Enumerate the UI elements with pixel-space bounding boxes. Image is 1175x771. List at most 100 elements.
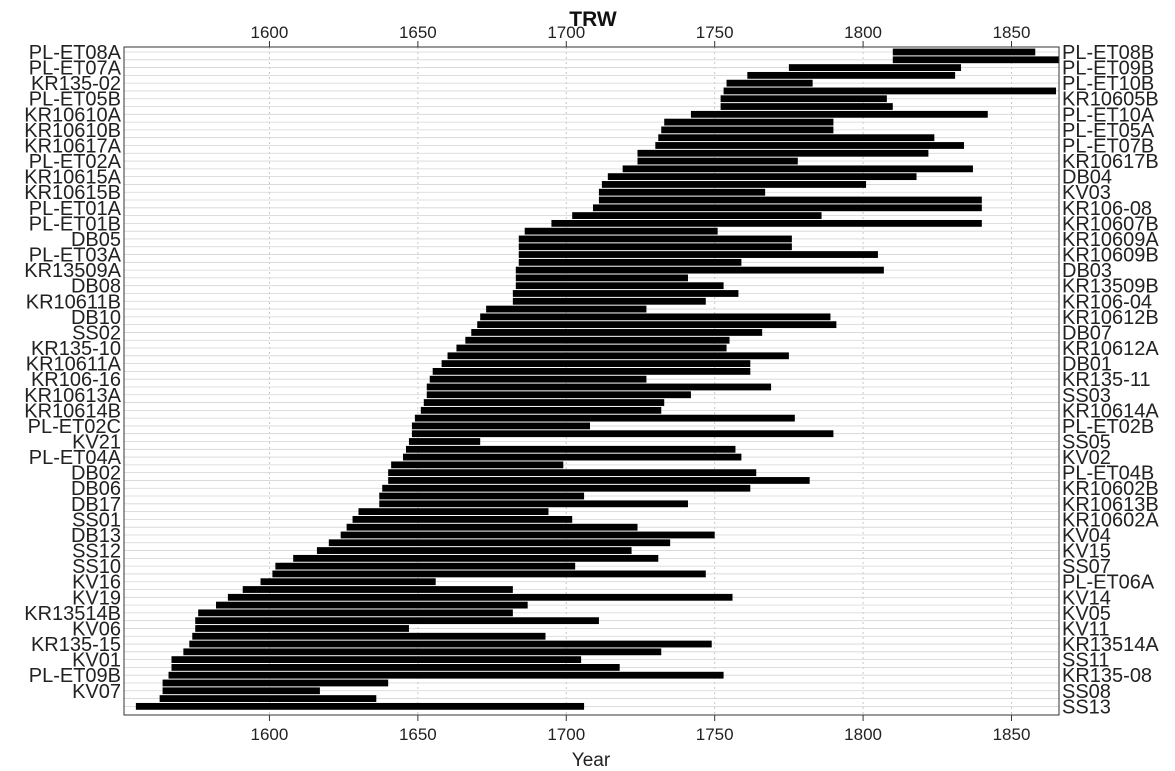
tick-label-bottom: 1850 xyxy=(993,725,1031,744)
series-label-left: PL-ET02A xyxy=(29,151,122,173)
bar-segment xyxy=(216,601,528,609)
left-series-labels: PL-ET08APL-ET07AKR135-02PL-ET05BKR10610A… xyxy=(24,42,121,703)
series-label-right: DB07 xyxy=(1062,322,1112,344)
series-label-left: KV16 xyxy=(72,572,121,594)
series-label-left: PL-ET01B xyxy=(29,213,121,235)
bar-segment xyxy=(515,282,724,290)
series-label-left: SS10 xyxy=(72,556,121,578)
bar-segment xyxy=(524,227,718,235)
tick-label-top: 1600 xyxy=(251,23,289,42)
bar-segment xyxy=(432,367,751,375)
bar-segment xyxy=(658,134,935,142)
series-label-right: KR10614A xyxy=(1062,400,1159,422)
bar-segment xyxy=(242,586,513,593)
series-label-right: PL-ET09B xyxy=(1062,58,1154,80)
series-label-right: SS08 xyxy=(1062,681,1111,703)
bar-segment xyxy=(720,103,893,110)
series-label-left: SS12 xyxy=(72,541,121,563)
bar-segment xyxy=(480,313,831,321)
series-label-left: PL-ET02C xyxy=(28,416,121,438)
x-axis-ticks: 1600 1600 1650 1650 1700 1700 1750 1750 1800 1800… xyxy=(251,23,1031,744)
bar-segment xyxy=(477,321,837,329)
bar-segment xyxy=(379,500,688,508)
bar-segment xyxy=(518,251,878,258)
bar-segment xyxy=(551,219,982,227)
bar-segment xyxy=(471,329,763,336)
bar-segment xyxy=(420,406,662,414)
bar-segment xyxy=(426,391,691,399)
bar-segment xyxy=(723,87,1057,95)
bar-segment xyxy=(403,453,742,461)
series-label-left: PL-ET08A xyxy=(29,42,122,64)
bar-segment xyxy=(162,687,320,695)
bar-segment xyxy=(598,196,982,204)
bar-segment xyxy=(260,578,436,586)
bar-segment xyxy=(316,547,632,554)
bar-segment xyxy=(664,118,834,126)
series-label-left: KV21 xyxy=(72,432,121,454)
bar-segment xyxy=(189,640,712,648)
bar-segment xyxy=(340,531,715,539)
bar-segment xyxy=(655,142,965,149)
bar-segment xyxy=(183,648,662,656)
series-label-left: PL-ET09B xyxy=(29,665,121,687)
bar-segment xyxy=(198,609,513,617)
series-label-right: KV11 xyxy=(1062,618,1109,640)
bar-segment xyxy=(518,243,792,251)
tick-label-bottom: 1700 xyxy=(547,725,585,744)
right-series-labels: PL-ET08BPL-ET09BPL-ET10BKR10605BPL-ET10A… xyxy=(1062,42,1159,718)
series-label-left: PL-ET07A xyxy=(29,58,122,80)
series-label-right: KV15 xyxy=(1062,541,1111,563)
bar-segment xyxy=(405,445,736,453)
series-label-right: DB01 xyxy=(1062,354,1112,376)
series-label-right: KV04 xyxy=(1062,525,1111,547)
plot-frame xyxy=(123,46,1060,716)
bar-segment xyxy=(518,258,742,266)
series-label-left: PL-ET03A xyxy=(29,245,122,267)
tick-label-bottom: 1750 xyxy=(696,725,734,744)
series-label-left: DB05 xyxy=(71,229,121,251)
tick-label-top: 1650 xyxy=(399,23,437,42)
bar-segment xyxy=(518,235,792,243)
bar-segment xyxy=(747,71,956,79)
bar-segment xyxy=(192,632,546,640)
series-label-right: KR10617B xyxy=(1062,151,1159,173)
bar-segment xyxy=(346,523,638,531)
series-label-right: KV03 xyxy=(1062,182,1111,204)
bar-segment xyxy=(637,149,929,157)
tick-label-bottom: 1600 xyxy=(251,725,289,744)
tick-label-top: 1700 xyxy=(547,23,585,42)
series-label-left: KR135-02 xyxy=(31,73,121,95)
tick-label-bottom: 1800 xyxy=(844,725,882,744)
series-label-left: KR106-16 xyxy=(31,369,121,391)
series-label-right: KR10607B xyxy=(1062,213,1159,235)
bar-segment xyxy=(411,422,591,430)
bar-segment xyxy=(423,399,665,406)
bar-segment xyxy=(227,593,733,601)
series-label-right: KR10602A xyxy=(1062,509,1159,531)
bar-segment xyxy=(293,554,659,562)
bar-segment xyxy=(447,352,789,360)
series-label-right: KR10609B xyxy=(1062,245,1159,267)
series-label-right: PL-ET02B xyxy=(1062,416,1154,438)
bar-segment xyxy=(512,290,739,297)
series-label-right: KR10609A xyxy=(1062,229,1159,251)
bar-segment xyxy=(195,625,409,632)
tick-label-top: 1750 xyxy=(696,23,734,42)
series-label-left: KR10617A xyxy=(24,135,121,157)
bar-segment xyxy=(379,492,585,500)
series-label-right: KR135-11 xyxy=(1062,369,1151,391)
series-label-left: DB13 xyxy=(71,525,121,547)
series-label-left: SS01 xyxy=(72,509,121,531)
bar-segment xyxy=(601,181,867,188)
series-label-right: SS11 xyxy=(1062,650,1109,672)
series-label-right: SS07 xyxy=(1062,556,1111,578)
series-label-right: KR10602B xyxy=(1062,478,1159,500)
series-label-right: KV05 xyxy=(1062,603,1111,625)
series-label-left: KR10615A xyxy=(24,167,121,189)
bar-segment xyxy=(195,617,599,625)
series-label-right: KR10612B xyxy=(1062,307,1159,329)
series-label-right: PL-ET08B xyxy=(1062,42,1154,64)
series-label-left: KV01 xyxy=(72,650,121,672)
series-label-left: DB17 xyxy=(71,494,121,516)
